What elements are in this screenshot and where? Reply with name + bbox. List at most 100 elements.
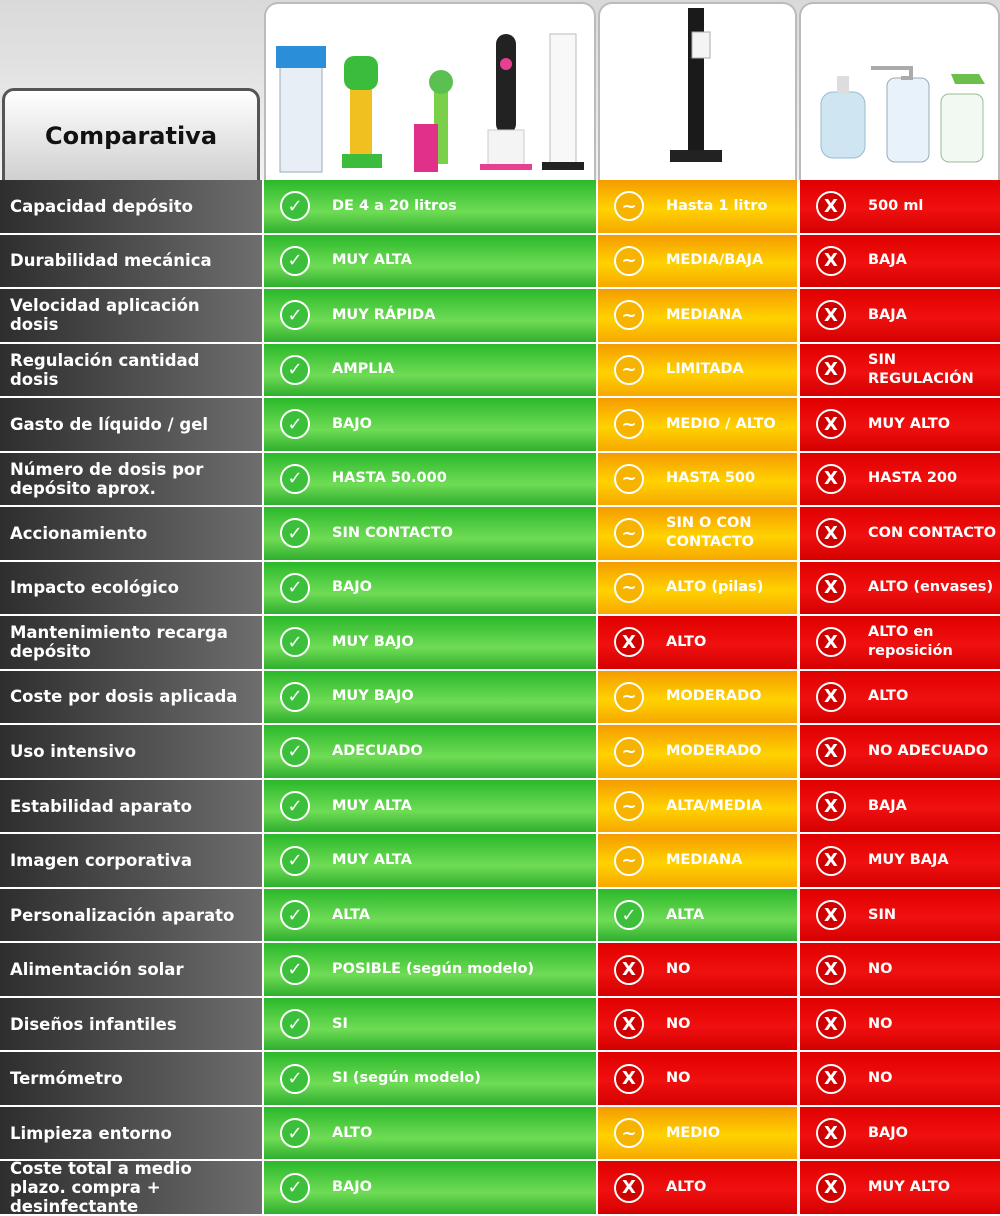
- product-header: [799, 2, 1000, 180]
- rating-icon: ~: [614, 191, 644, 222]
- cell-text: POSIBLE (según modelo): [332, 961, 535, 978]
- rating-icon: X: [816, 245, 846, 276]
- rating-icon: X: [816, 791, 846, 822]
- table-row: Gasto de líquido / gel ✓ BAJO ~ MEDIO / ALTO…: [0, 398, 1000, 453]
- rating-cell: ✓ AMPLIA: [264, 343, 596, 397]
- rating-icon: X: [614, 1063, 644, 1094]
- row-label: Mantenimiento recarga depósito: [0, 616, 262, 669]
- rating-icon: ✓: [280, 900, 310, 931]
- cell-text: SIN: [868, 906, 896, 923]
- rating-cell: ~ MODERADO: [598, 670, 797, 724]
- table-row: Limpieza entorno ✓ ALTO ~ MEDIO X BAJO: [0, 1106, 1000, 1162]
- rating-icon: ✓: [280, 845, 310, 876]
- rating-cell: ~ MEDIO / ALTO: [598, 398, 797, 451]
- cell-text: BAJO: [332, 1179, 372, 1196]
- row-label: Gasto de líquido / gel: [0, 398, 262, 451]
- cell-text: MUY ALTO: [868, 1179, 951, 1196]
- cell-text: BAJO: [332, 579, 372, 596]
- rating-icon: ~: [614, 845, 644, 876]
- rating-cell: ✓ MUY RÁPIDA: [264, 289, 596, 342]
- rating-cell: ✓ POSIBLE (según modelo): [264, 943, 596, 996]
- rating-icon: ~: [614, 736, 644, 767]
- cell-text: ALTO (pilas): [666, 579, 764, 596]
- cell-text: NO: [868, 1015, 893, 1032]
- rating-cell: X BAJA: [800, 779, 1000, 833]
- cell-text: MEDIA/BAJA: [666, 252, 764, 269]
- table-row: Impacto ecológico ✓ BAJO ~ ALTO (pilas) X ALTO…: [0, 561, 1000, 617]
- table-row: Imagen corporativa ✓ MUY ALTA ~ MEDIANA X MUY …: [0, 834, 1000, 889]
- cell-text: ALTA/MEDIA: [666, 797, 763, 814]
- rating-icon: ~: [614, 572, 644, 603]
- table-row: Coste por dosis aplicada ✓ MUY BAJO ~ MODERA…: [0, 670, 1000, 726]
- product-illustration: [670, 8, 722, 162]
- cell-text: SIN O CON CONTACTO: [666, 515, 754, 551]
- rating-cell: ✓ DE 4 a 20 litros: [264, 180, 596, 233]
- rating-icon: X: [614, 1172, 644, 1203]
- cell-text: Hasta 1 litro: [666, 197, 768, 214]
- rating-cell: ✓ MUY ALTA: [264, 834, 596, 887]
- cell-text: NO: [666, 1070, 691, 1087]
- rating-cell: X MUY ALTO: [800, 398, 1000, 451]
- row-label: Accionamiento: [0, 507, 262, 560]
- cell-text: ALTO en reposición: [868, 624, 953, 660]
- rating-cell: ✓ MUY ALTA: [264, 234, 596, 288]
- rating-cell: X HASTA 200: [800, 452, 1000, 506]
- rating-cell: ✓ ALTO: [264, 1106, 596, 1160]
- row-label: Regulación cantidad dosis: [0, 343, 262, 397]
- row-label: Imagen corporativa: [0, 834, 262, 887]
- rating-cell: ~ MODERADO: [598, 725, 797, 778]
- cell-text: MUY ALTO: [868, 415, 951, 432]
- rating-cell: ✓ SI (según modelo): [264, 1052, 596, 1105]
- rating-icon: X: [816, 627, 846, 658]
- cell-text: ADECUADO: [332, 743, 423, 759]
- rating-icon: ✓: [280, 245, 310, 276]
- cell-text: HASTA 200: [868, 470, 958, 487]
- cell-text: ALTO: [332, 1124, 373, 1141]
- row-label: Uso intensivo: [0, 725, 262, 778]
- rating-cell: ✓ MUY BAJO: [264, 616, 596, 669]
- cell-text: NO: [868, 1070, 893, 1087]
- table-row: Coste total a medio plazo. compra + desi…: [0, 1159, 1000, 1216]
- rating-cell: X NO: [598, 997, 797, 1051]
- rating-icon: X: [816, 681, 846, 712]
- rating-cell: X NO ADECUADO: [800, 725, 1000, 778]
- row-label: Diseños infantiles: [0, 997, 262, 1051]
- cell-text: MUY ALTA: [332, 252, 412, 269]
- cell-text: NO ADECUADO: [868, 743, 989, 759]
- rating-cell: ~ Hasta 1 litro: [598, 180, 797, 233]
- product-illustration: [820, 66, 985, 163]
- rating-icon: ~: [614, 1118, 644, 1149]
- cell-text: ALTO (envases): [868, 579, 994, 596]
- table-row: Estabilidad aparato ✓ MUY ALTA ~ ALTA/MEDIA X…: [0, 779, 1000, 835]
- rating-icon: ~: [614, 791, 644, 822]
- rating-cell: ~ MEDIANA: [598, 289, 797, 342]
- rating-icon: ✓: [280, 1172, 310, 1203]
- rating-icon: X: [816, 1063, 846, 1094]
- rating-icon: ~: [614, 354, 644, 385]
- rating-cell: X ALTO: [598, 1161, 797, 1214]
- product-header: [264, 2, 596, 180]
- row-label: Personalización aparato: [0, 888, 262, 942]
- cell-text: DE 4 a 20 litros: [332, 197, 457, 214]
- cell-text: SIN REGULACIÓN: [868, 351, 974, 387]
- rating-cell: X NO: [598, 943, 797, 996]
- rating-icon: ~: [614, 463, 644, 494]
- cell-text: MEDIO / ALTO: [666, 415, 776, 432]
- rating-icon: ~: [614, 300, 644, 331]
- row-label: Coste por dosis aplicada: [0, 670, 262, 724]
- row-label: Impacto ecológico: [0, 561, 262, 615]
- rating-cell: X BAJA: [800, 289, 1000, 342]
- cell-text: AMPLIA: [332, 361, 395, 378]
- cell-text: CON CONTACTO: [868, 524, 997, 541]
- rating-cell: X MUY BAJA: [800, 834, 1000, 887]
- rating-cell: ~ MEDIO: [598, 1106, 797, 1160]
- cell-text: LIMITADA: [666, 361, 744, 378]
- rating-icon: ✓: [280, 191, 310, 222]
- rating-cell: ✓ ALTA: [264, 888, 596, 942]
- cell-text: MUY BAJA: [868, 852, 949, 869]
- product-illustration: [276, 33, 584, 173]
- rating-icon: ✓: [280, 627, 310, 658]
- cell-text: HASTA 500: [666, 470, 756, 487]
- rating-cell: X NO: [598, 1052, 797, 1105]
- rating-cell: X ALTO en reposición: [800, 616, 1000, 669]
